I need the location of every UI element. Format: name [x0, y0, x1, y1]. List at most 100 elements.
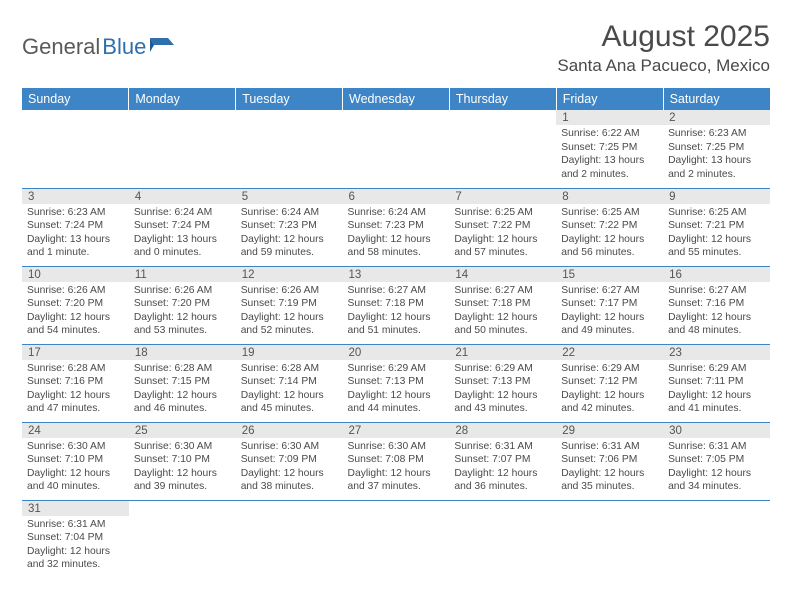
day-body: Sunrise: 6:24 AMSunset: 7:23 PMDaylight:…: [236, 204, 343, 264]
calendar-cell: 25Sunrise: 6:30 AMSunset: 7:10 PMDayligh…: [129, 422, 236, 500]
sunrise-text: Sunrise: 6:23 AM: [27, 206, 124, 220]
sunset-text: Sunset: 7:07 PM: [454, 453, 551, 467]
sunrise-text: Sunrise: 6:30 AM: [134, 440, 231, 454]
calendar-cell: 12Sunrise: 6:26 AMSunset: 7:19 PMDayligh…: [236, 266, 343, 344]
day-header-row: SundayMondayTuesdayWednesdayThursdayFrid…: [22, 88, 770, 110]
calendar-cell: 3 Sunrise: 6:23 AMSunset: 7:24 PMDaylight…: [22, 188, 129, 266]
calendar-cell: 9Sunrise: 6:25 AMSunset: 7:21 PMDaylight…: [663, 188, 770, 266]
day-number: 24: [22, 423, 129, 438]
day-body: Sunrise: 6:29 AMSunset: 7:13 PMDaylight:…: [449, 360, 556, 420]
location-subtitle: Santa Ana Pacueco, Mexico: [557, 56, 770, 76]
sunset-text: Sunset: 7:17 PM: [561, 297, 658, 311]
calendar-cell: 14Sunrise: 6:27 AMSunset: 7:18 PMDayligh…: [449, 266, 556, 344]
sunset-text: Sunset: 7:21 PM: [668, 219, 765, 233]
sunset-text: Sunset: 7:23 PM: [348, 219, 445, 233]
daylight-text: Daylight: 12 hours and 59 minutes.: [241, 233, 338, 260]
sunrise-text: Sunrise: 6:31 AM: [668, 440, 765, 454]
sunrise-text: Sunrise: 6:31 AM: [561, 440, 658, 454]
sunrise-text: Sunrise: 6:30 AM: [348, 440, 445, 454]
day-number: 31: [22, 501, 129, 516]
daylight-text: Daylight: 12 hours and 51 minutes.: [348, 311, 445, 338]
daylight-text: Daylight: 12 hours and 45 minutes.: [241, 389, 338, 416]
day-body: Sunrise: 6:25 AMSunset: 7:22 PMDaylight:…: [449, 204, 556, 264]
calendar-cell: [129, 500, 236, 578]
calendar-cell: 7Sunrise: 6:25 AMSunset: 7:22 PMDaylight…: [449, 188, 556, 266]
daylight-text: Daylight: 12 hours and 42 minutes.: [561, 389, 658, 416]
calendar-cell: [449, 110, 556, 188]
calendar-cell: 4Sunrise: 6:24 AMSunset: 7:24 PMDaylight…: [129, 188, 236, 266]
sunrise-text: Sunrise: 6:29 AM: [348, 362, 445, 376]
calendar-cell: 20Sunrise: 6:29 AMSunset: 7:13 PMDayligh…: [343, 344, 450, 422]
day-header: Thursday: [449, 88, 556, 110]
day-body: Sunrise: 6:27 AMSunset: 7:18 PMDaylight:…: [343, 282, 450, 342]
day-number: 23: [663, 345, 770, 360]
day-number: 1: [556, 110, 663, 125]
sunset-text: Sunset: 7:13 PM: [348, 375, 445, 389]
day-body: Sunrise: 6:27 AMSunset: 7:16 PMDaylight:…: [663, 282, 770, 342]
sunrise-text: Sunrise: 6:31 AM: [454, 440, 551, 454]
daylight-text: Daylight: 12 hours and 43 minutes.: [454, 389, 551, 416]
calendar-cell: [236, 500, 343, 578]
sunrise-text: Sunrise: 6:28 AM: [241, 362, 338, 376]
sunset-text: Sunset: 7:16 PM: [27, 375, 124, 389]
sunset-text: Sunset: 7:12 PM: [561, 375, 658, 389]
day-body: Sunrise: 6:27 AMSunset: 7:18 PMDaylight:…: [449, 282, 556, 342]
daylight-text: Daylight: 12 hours and 40 minutes.: [27, 467, 124, 494]
sunrise-text: Sunrise: 6:30 AM: [27, 440, 124, 454]
daylight-text: Daylight: 12 hours and 38 minutes.: [241, 467, 338, 494]
day-body: Sunrise: 6:30 AMSunset: 7:10 PMDaylight:…: [22, 438, 129, 498]
calendar-cell: 1Sunrise: 6:22 AMSunset: 7:25 PMDaylight…: [556, 110, 663, 188]
day-number: 16: [663, 267, 770, 282]
sunrise-text: Sunrise: 6:27 AM: [561, 284, 658, 298]
day-number: 12: [236, 267, 343, 282]
day-number: 4: [129, 189, 236, 204]
day-number: 26: [236, 423, 343, 438]
daylight-text: Daylight: 13 hours and 0 minutes.: [134, 233, 231, 260]
calendar-cell: 29Sunrise: 6:31 AMSunset: 7:06 PMDayligh…: [556, 422, 663, 500]
sunset-text: Sunset: 7:05 PM: [668, 453, 765, 467]
daylight-text: Daylight: 12 hours and 49 minutes.: [561, 311, 658, 338]
daylight-text: Daylight: 12 hours and 39 minutes.: [134, 467, 231, 494]
daylight-text: Daylight: 12 hours and 48 minutes.: [668, 311, 765, 338]
sunrise-text: Sunrise: 6:31 AM: [27, 518, 124, 532]
flag-icon: [150, 36, 176, 59]
daylight-text: Daylight: 12 hours and 46 minutes.: [134, 389, 231, 416]
calendar-cell: [556, 500, 663, 578]
sunset-text: Sunset: 7:09 PM: [241, 453, 338, 467]
daylight-text: Daylight: 13 hours and 2 minutes.: [668, 154, 765, 181]
calendar-cell: [236, 110, 343, 188]
calendar-cell: 10Sunrise: 6:26 AMSunset: 7:20 PMDayligh…: [22, 266, 129, 344]
daylight-text: Daylight: 12 hours and 35 minutes.: [561, 467, 658, 494]
daylight-text: Daylight: 12 hours and 52 minutes.: [241, 311, 338, 338]
day-number: 10: [22, 267, 129, 282]
sunrise-text: Sunrise: 6:29 AM: [454, 362, 551, 376]
day-number: 5: [236, 189, 343, 204]
logo-text-general: General: [22, 34, 100, 60]
calendar-cell: 16Sunrise: 6:27 AMSunset: 7:16 PMDayligh…: [663, 266, 770, 344]
daylight-text: Daylight: 12 hours and 32 minutes.: [27, 545, 124, 572]
sunrise-text: Sunrise: 6:29 AM: [561, 362, 658, 376]
calendar-cell: 5Sunrise: 6:24 AMSunset: 7:23 PMDaylight…: [236, 188, 343, 266]
daylight-text: Daylight: 12 hours and 37 minutes.: [348, 467, 445, 494]
day-number: 19: [236, 345, 343, 360]
day-number: 28: [449, 423, 556, 438]
calendar-cell: 31Sunrise: 6:31 AMSunset: 7:04 PMDayligh…: [22, 500, 129, 578]
day-body: Sunrise: 6:26 AMSunset: 7:20 PMDaylight:…: [129, 282, 236, 342]
sunset-text: Sunset: 7:24 PM: [27, 219, 124, 233]
day-body: Sunrise: 6:28 AMSunset: 7:15 PMDaylight:…: [129, 360, 236, 420]
daylight-text: Daylight: 13 hours and 1 minute.: [27, 233, 124, 260]
calendar-cell: [449, 500, 556, 578]
calendar-cell: 24Sunrise: 6:30 AMSunset: 7:10 PMDayligh…: [22, 422, 129, 500]
day-number: 3: [22, 189, 129, 204]
day-body: Sunrise: 6:31 AMSunset: 7:07 PMDaylight:…: [449, 438, 556, 498]
day-number: 7: [449, 189, 556, 204]
calendar-cell: 19Sunrise: 6:28 AMSunset: 7:14 PMDayligh…: [236, 344, 343, 422]
daylight-text: Daylight: 12 hours and 44 minutes.: [348, 389, 445, 416]
daylight-text: Daylight: 12 hours and 57 minutes.: [454, 233, 551, 260]
sunrise-text: Sunrise: 6:24 AM: [134, 206, 231, 220]
daylight-text: Daylight: 12 hours and 41 minutes.: [668, 389, 765, 416]
calendar-cell: [663, 500, 770, 578]
calendar-cell: 30Sunrise: 6:31 AMSunset: 7:05 PMDayligh…: [663, 422, 770, 500]
sunset-text: Sunset: 7:20 PM: [27, 297, 124, 311]
day-header: Friday: [556, 88, 663, 110]
